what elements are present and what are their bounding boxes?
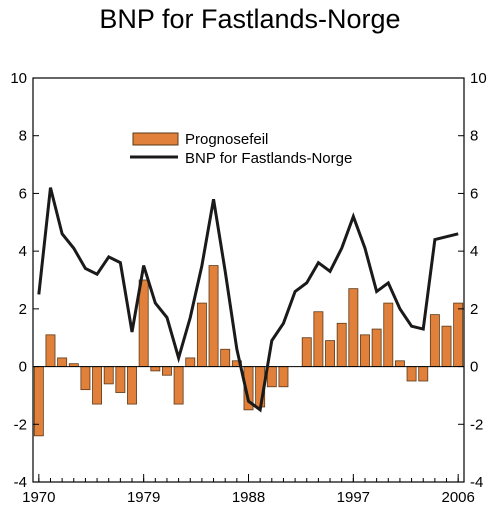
bar-1985 [208,265,219,367]
bar-1994 [313,311,324,367]
bar-1970 [33,366,44,437]
legend-label-bnp: BNP for Fastlands-Norge [185,150,352,167]
bar-1995 [325,340,335,367]
y-tick-label-right: -2 [470,416,483,433]
series-line-bnp [37,187,459,413]
bar-1974 [80,366,91,391]
y-tick-label-right: 10 [470,70,487,87]
y-tick-label-right: 4 [470,243,478,260]
bar-2000 [383,302,394,367]
bar-1984 [196,302,207,367]
bar-1979 [138,279,149,367]
bar-1991 [278,366,289,388]
bar-1998 [360,334,370,367]
bar-1980 [150,366,161,372]
y-tick-label-left: 4 [19,243,27,260]
x-tick-label: 2006 [441,489,474,506]
y-tick-label-left: 8 [19,128,27,145]
y-tick-label-right: 8 [470,128,478,145]
x-tick-label: 1988 [232,489,265,506]
bar-1997 [348,288,359,367]
bar-2002 [406,366,417,382]
y-tick-label-left: 10 [10,70,27,87]
bar-2003 [418,366,429,382]
bar-2006 [453,302,464,367]
bar-1999 [371,328,382,367]
bar-1986 [220,348,231,367]
bar-2005 [441,325,452,367]
y-tick-label-left: -2 [14,416,27,433]
legend-swatch-prognosefeil [132,132,179,146]
bar-1983 [185,357,196,367]
bar-1990 [266,366,277,388]
y-tick-label-right: -4 [470,474,483,491]
y-tick-label-left: -4 [14,474,27,491]
y-tick-label-left: 2 [19,301,27,318]
legend: Prognosefeil BNP for Fastlands-Norge [130,131,352,167]
bar-2004 [429,314,440,367]
bar-1978 [127,366,137,405]
y-tick-label-right: 0 [470,359,478,376]
bar-1971 [45,334,56,367]
bar-1972 [57,357,68,367]
x-tick-label: 1997 [337,489,370,506]
bars [33,265,464,437]
bar-1976 [103,366,114,385]
x-tick-label: 1970 [22,489,55,506]
y-tick-label-right: 6 [470,185,478,202]
bar-2001 [394,360,405,367]
chart-title: BNP for Fastlands-Norge [99,4,400,34]
bar-1977 [115,366,126,393]
bar-1982 [173,366,184,405]
y-tick-label-left: 6 [19,185,27,202]
bar-1975 [92,366,103,405]
y-tick-label-right: 2 [470,301,478,318]
bar-1996 [336,322,347,367]
y-tick-label-left: 0 [19,359,27,376]
legend-label-prognosefeil: Prognosefeil [185,131,268,148]
bar-1981 [162,366,172,376]
bar-1993 [301,337,312,367]
x-tick-label: 1979 [127,489,160,506]
